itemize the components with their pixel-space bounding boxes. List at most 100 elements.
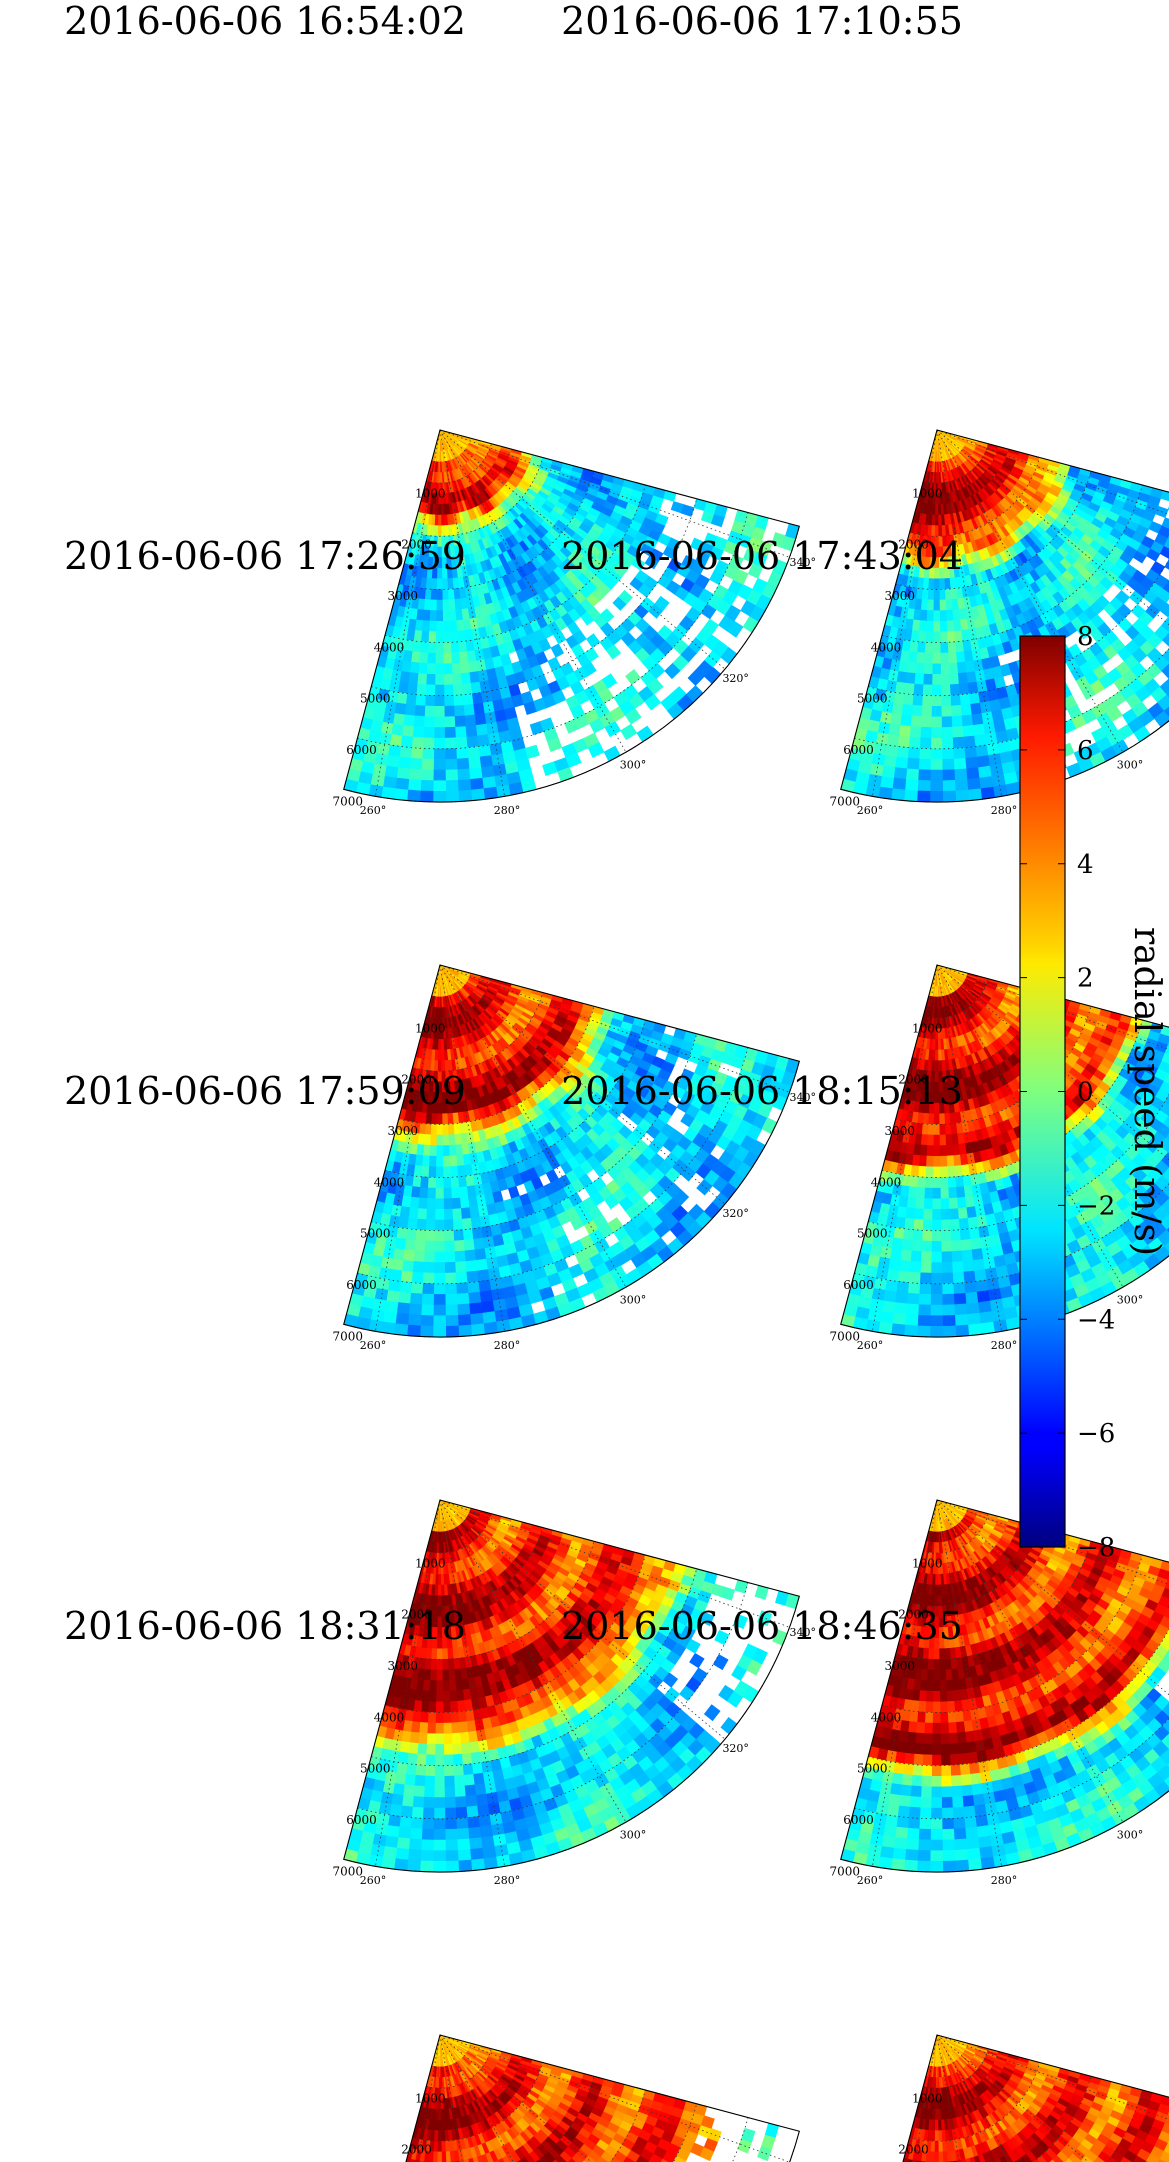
range-tick-label: 2000 — [898, 1608, 929, 1622]
radial-speed-field — [343, 1499, 800, 1873]
radar-panel: 2016-06-06 17:10:55 260° 280° 300° 320° 340° 1… — [561, 0, 1169, 817]
angle-tick-label: 340° — [789, 1626, 816, 1639]
panel-title: 2016-06-06 17:26:59 — [64, 534, 466, 578]
range-tick-label: 1000 — [415, 486, 446, 500]
colorbar-tick-label: −6 — [1077, 1419, 1115, 1449]
angle-tick-label: 300° — [1117, 1293, 1144, 1306]
colorbar-tick-label: −2 — [1077, 1191, 1115, 1221]
range-tick-label: 7000 — [829, 794, 860, 808]
radar-panel: 2016-06-06 17:26:59 260° 280° 300° 320° 340° 1… — [64, 534, 816, 1352]
range-gridline — [426, 443, 492, 484]
angle-tick-label: 320° — [722, 1207, 749, 1220]
angle-tick-label: 260° — [360, 1874, 387, 1887]
range-gridline — [412, 2062, 544, 2142]
range-tick-label: 5000 — [857, 1762, 888, 1776]
range-tick-label: 1000 — [912, 1556, 943, 1570]
range-gridline — [923, 2048, 989, 2089]
angle-gridline — [936, 964, 1169, 1050]
range-tick-label: 2000 — [401, 1608, 432, 1622]
range-gridline — [923, 443, 989, 484]
range-tick-label: 6000 — [346, 1813, 377, 1827]
radial-speed-field — [840, 1499, 1169, 1873]
range-tick-label: 3000 — [884, 589, 915, 603]
range-tick-label: 7000 — [332, 794, 363, 808]
colorbar-tick-label: 4 — [1077, 850, 1094, 880]
radial-speed-field — [343, 429, 800, 803]
range-gridline — [371, 1568, 698, 1767]
range-gridline — [923, 1513, 989, 1554]
range-tick-label: 4000 — [374, 1175, 405, 1189]
range-tick-label: 3000 — [387, 1124, 418, 1138]
angle-gridline — [375, 429, 441, 797]
range-tick-label: 1000 — [912, 486, 943, 500]
angle-tick-label: 260° — [360, 1339, 387, 1352]
angle-gridline — [439, 964, 726, 1205]
range-gridline — [426, 978, 492, 1019]
angle-tick-label: 260° — [857, 1339, 884, 1352]
angle-gridline — [439, 429, 726, 670]
angle-gridline — [936, 964, 1169, 1161]
panel-title: 2016-06-06 17:43:04 — [561, 534, 963, 578]
colorbar-tick-label: −8 — [1077, 1533, 1115, 1563]
range-tick-label: 5000 — [857, 1227, 888, 1241]
colorbar-label: radial speed (m/s) — [1126, 927, 1167, 1256]
radar-panel: 2016-06-06 18:31:18 260° 280° 300° 320° 340° 1… — [64, 1604, 816, 2162]
range-gridline — [923, 978, 989, 1019]
range-gridline — [371, 1033, 698, 1232]
colorbar-gradient — [1019, 635, 1066, 1548]
colorbar-tick-label: 8 — [1077, 622, 1094, 652]
angle-tick-label: 280° — [991, 804, 1018, 817]
range-gridline — [426, 1513, 492, 1554]
range-tick-label: 6000 — [843, 1278, 874, 1292]
sector-outline — [343, 964, 800, 1338]
polar-grid — [909, 2034, 1169, 2162]
angle-gridline — [439, 429, 505, 797]
angle-gridline — [936, 2034, 1169, 2120]
angle-gridline — [439, 429, 627, 753]
range-tick-label: 5000 — [360, 1227, 391, 1241]
panels: 2016-06-06 16:54:02 260° 280° 300° 320° 340° 1… — [64, 0, 1169, 2162]
angle-tick-label: 300° — [1117, 1828, 1144, 1841]
angle-gridline — [936, 2034, 1089, 2162]
range-tick-label: 3000 — [387, 1659, 418, 1673]
range-tick-label: 7000 — [332, 1329, 363, 1343]
range-tick-label: 6000 — [843, 1813, 874, 1827]
range-tick-label: 7000 — [829, 1329, 860, 1343]
range-gridline — [909, 457, 1041, 537]
range-gridline — [426, 2048, 492, 2089]
angle-gridline — [439, 1499, 790, 1628]
radial-speed-field — [343, 964, 800, 1338]
angle-tick-label: 340° — [789, 1091, 816, 1104]
range-tick-label: 7000 — [332, 1864, 363, 1878]
range-gridline — [909, 1527, 1041, 1607]
angle-tick-label: 280° — [991, 1339, 1018, 1352]
angle-gridline — [439, 2034, 790, 2162]
colorbar: 8 6 4 2 0 −2 −4 −6 −8 radial speed (m/s) — [1019, 622, 1167, 1563]
sector-outline — [343, 429, 800, 803]
sector-outline — [343, 1499, 800, 1873]
range-tick-label: 3000 — [387, 589, 418, 603]
radar-panel: 2016-06-06 16:54:02 260° 280° 300° 320° 340° 1… — [64, 0, 816, 817]
range-tick-label: 4000 — [871, 640, 902, 654]
range-gridline — [909, 2062, 1041, 2142]
range-tick-label: 2000 — [401, 1073, 432, 1087]
angle-tick-label: 320° — [722, 672, 749, 685]
range-tick-label: 6000 — [346, 1278, 377, 1292]
range-tick-label: 2000 — [401, 538, 432, 552]
angle-gridline — [936, 429, 1169, 515]
angle-tick-label: 300° — [620, 1293, 647, 1306]
range-tick-label: 4000 — [871, 1710, 902, 1724]
angle-tick-label: 300° — [1117, 758, 1144, 771]
angle-gridline — [936, 1499, 1169, 1696]
range-tick-label: 5000 — [857, 692, 888, 706]
range-tick-label: 4000 — [871, 1175, 902, 1189]
range-tick-label: 5000 — [360, 692, 391, 706]
range-tick-label: 1000 — [912, 2091, 943, 2105]
angle-tick-label: 260° — [857, 1874, 884, 1887]
angle-tick-label: 280° — [494, 804, 521, 817]
angle-tick-label: 300° — [620, 1828, 647, 1841]
radial-speed-field — [405, 2034, 780, 2162]
range-tick-label: 1000 — [415, 1021, 446, 1035]
range-tick-label: 4000 — [374, 1710, 405, 1724]
